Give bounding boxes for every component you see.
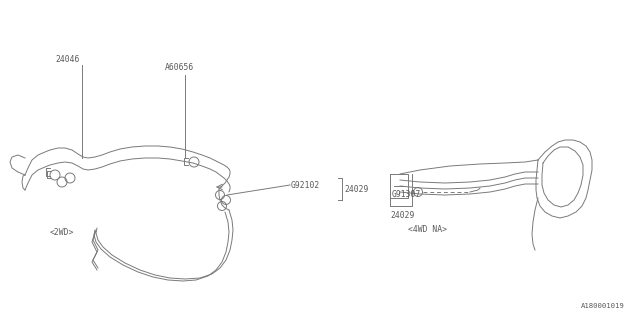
Text: G91307: G91307 bbox=[392, 190, 421, 199]
Text: 24029: 24029 bbox=[390, 211, 414, 220]
Text: <2WD>: <2WD> bbox=[50, 228, 74, 237]
Text: G92102: G92102 bbox=[291, 181, 320, 190]
Text: A60656: A60656 bbox=[165, 63, 195, 72]
Text: A180001019: A180001019 bbox=[581, 303, 625, 309]
Text: 24029: 24029 bbox=[344, 185, 369, 194]
Bar bbox=[390, 174, 408, 198]
Text: <4WD NA>: <4WD NA> bbox=[408, 225, 447, 234]
Text: 24046: 24046 bbox=[55, 55, 79, 64]
